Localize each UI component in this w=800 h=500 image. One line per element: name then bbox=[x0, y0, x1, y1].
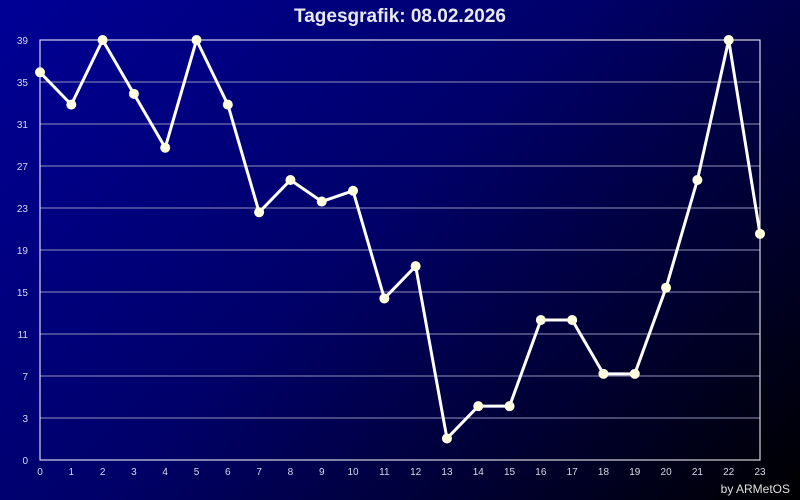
data-point bbox=[441, 433, 452, 444]
x-tick-label: 18 bbox=[598, 467, 610, 478]
data-point bbox=[661, 282, 672, 293]
x-tick-label: 21 bbox=[692, 467, 704, 478]
data-point bbox=[755, 228, 765, 239]
data-point bbox=[254, 207, 265, 218]
x-tick-label: 6 bbox=[225, 467, 231, 478]
x-tick-label: 15 bbox=[504, 467, 516, 478]
y-tick-label: 7 bbox=[22, 372, 28, 383]
data-point bbox=[567, 315, 578, 325]
data-point bbox=[348, 185, 359, 196]
x-tick-label: 19 bbox=[629, 467, 641, 478]
y-tick-label: 0 bbox=[22, 456, 28, 467]
y-tick-label: 3 bbox=[22, 414, 28, 425]
x-tick-label: 16 bbox=[535, 467, 547, 478]
y-tick-label: 15 bbox=[17, 288, 29, 299]
x-tick-label: 5 bbox=[194, 467, 200, 478]
x-tick-label: 12 bbox=[410, 467, 422, 478]
data-point bbox=[35, 67, 45, 78]
x-tick-label: 13 bbox=[441, 467, 453, 478]
data-point bbox=[535, 315, 546, 325]
x-tick-label: 14 bbox=[473, 467, 485, 478]
x-tick-label: 17 bbox=[567, 467, 579, 478]
x-tick-label: 20 bbox=[661, 467, 673, 478]
y-tick-label: 31 bbox=[17, 120, 29, 131]
data-point bbox=[316, 196, 327, 207]
x-tick-label: 0 bbox=[37, 467, 43, 478]
data-point bbox=[191, 35, 202, 45]
credit-label: by ARMetOS bbox=[720, 482, 790, 496]
y-tick-label: 11 bbox=[18, 330, 29, 341]
y-tick-label: 39 bbox=[17, 36, 29, 47]
data-point bbox=[222, 99, 233, 110]
data-point bbox=[692, 175, 703, 185]
y-tick-label: 35 bbox=[17, 78, 29, 89]
x-tick-label: 11 bbox=[379, 467, 390, 478]
data-point bbox=[97, 35, 108, 45]
data-point bbox=[66, 99, 77, 110]
data-point bbox=[410, 261, 421, 272]
x-tick-label: 2 bbox=[100, 467, 106, 478]
x-tick-label: 23 bbox=[754, 467, 766, 478]
x-tick-label: 7 bbox=[256, 467, 262, 478]
data-point bbox=[379, 293, 390, 304]
x-tick-label: 10 bbox=[347, 467, 359, 478]
x-tick-label: 4 bbox=[162, 467, 168, 478]
y-tick-label: 27 bbox=[17, 162, 29, 173]
data-point bbox=[285, 175, 296, 185]
y-tick-label: 19 bbox=[17, 246, 29, 257]
data-point bbox=[723, 35, 734, 45]
data-point bbox=[598, 368, 609, 379]
x-tick-label: 1 bbox=[69, 467, 75, 478]
series-line bbox=[38, 38, 762, 440]
chart-title: Tagesgrafik: 08.02.2026 bbox=[294, 6, 506, 27]
data-point bbox=[473, 401, 484, 412]
x-tick-label: 22 bbox=[723, 467, 735, 478]
data-point bbox=[128, 88, 139, 99]
x-tick-label: 3 bbox=[131, 467, 137, 478]
data-point bbox=[504, 401, 515, 412]
data-point bbox=[629, 368, 640, 379]
x-tick-label: 9 bbox=[319, 467, 325, 478]
y-tick-label: 23 bbox=[17, 204, 29, 215]
plot-frame bbox=[39, 39, 761, 461]
data-point bbox=[160, 142, 171, 153]
x-tick-label: 8 bbox=[288, 467, 294, 478]
